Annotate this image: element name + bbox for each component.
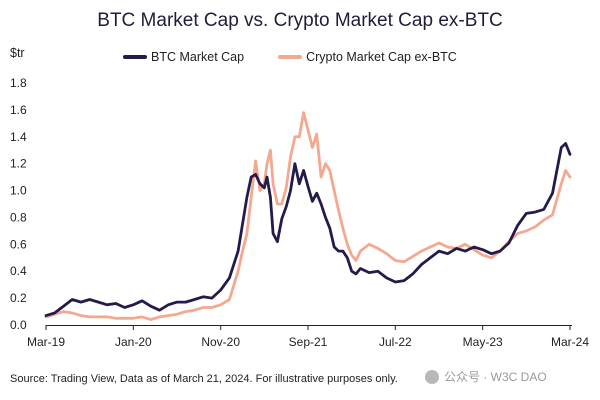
y-tick-label: 1.0 [10, 184, 27, 198]
chart-title: BTC Market Cap vs. Crypto Market Cap ex-… [97, 10, 503, 31]
x-tick-label: Nov-20 [201, 335, 240, 349]
wechat-icon [425, 369, 439, 384]
x-tick-label: Jan-20 [115, 335, 152, 349]
y-tick-label: 0.0 [10, 318, 27, 332]
y-tick-label: 0.2 [10, 291, 27, 305]
legend-item-ex-btc: Crypto Market Cap ex-BTC [278, 50, 457, 64]
y-tick-label: 0.6 [10, 237, 27, 251]
legend-swatch-btc [123, 55, 147, 59]
x-tick-label: Mar-24 [551, 335, 589, 349]
y-tick-label: 1.2 [10, 157, 27, 171]
x-tick-label: Jul-22 [379, 335, 412, 349]
y-tick-label: 1.4 [10, 130, 27, 144]
source-note: Source: Trading View, Data as of March 2… [10, 373, 398, 385]
y-axis-unit-label: $tr [10, 46, 25, 60]
x-tick-label: May-23 [463, 335, 503, 349]
y-tick-label: 0.8 [10, 210, 27, 224]
x-tick-label: Sep-21 [289, 335, 328, 349]
y-tick-label: 0.4 [10, 264, 27, 278]
legend-item-btc: BTC Market Cap [123, 50, 244, 64]
legend-swatch-ex-btc [278, 55, 303, 59]
x-tick-label: Mar-19 [27, 335, 65, 349]
chart-legend: BTC Market Cap Crypto Market Cap ex-BTC [123, 50, 491, 64]
y-tick-label: 1.8 [10, 76, 27, 90]
series-line-crypto-ex-btc [44, 111, 572, 321]
legend-label-ex-btc: Crypto Market Cap ex-BTC [306, 50, 457, 64]
watermark-text: 公众号 · W3C DAO [444, 370, 547, 384]
watermark: 公众号 · W3C DAO [425, 368, 547, 385]
legend-label-btc: BTC Market Cap [151, 50, 245, 64]
series-line-btc-market-cap [44, 142, 572, 317]
y-tick-label: 1.6 [10, 103, 27, 117]
